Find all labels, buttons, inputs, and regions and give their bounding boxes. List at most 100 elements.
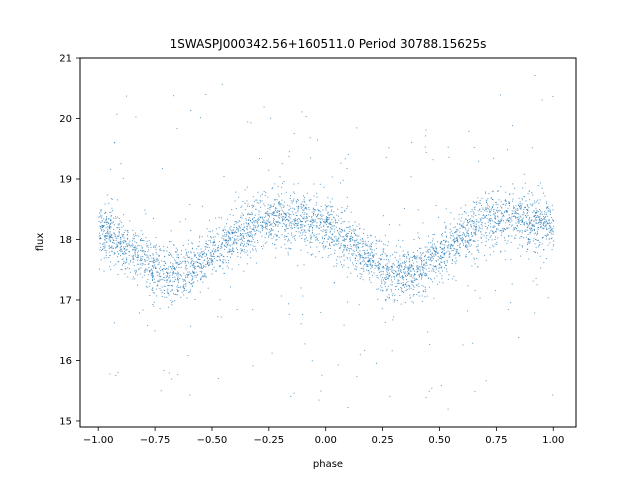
scatter-point [183,290,185,292]
scatter-point [179,260,181,262]
scatter-point [204,273,206,275]
scatter-point [253,220,255,222]
scatter-point [367,241,369,243]
scatter-point [128,263,130,265]
scatter-point [174,268,175,270]
scatter-point [484,223,486,225]
scatter-point [154,259,156,261]
scatter-point [433,255,435,257]
scatter-point [254,241,256,243]
scatter-point [539,241,541,243]
scatter-point [496,241,498,243]
scatter-point [98,216,100,218]
scatter-point [126,230,128,232]
scatter-point [144,269,145,271]
scatter-point [258,214,260,216]
scatter-point [518,337,520,338]
scatter-point [330,209,332,211]
scatter-point [276,211,278,213]
scatter-point [376,265,378,266]
scatter-point [433,234,435,235]
scatter-point [521,221,523,223]
scatter-point [440,243,442,245]
scatter-point [480,210,482,212]
scatter-point [115,237,117,239]
scatter-point [125,240,127,242]
scatter-point [275,209,277,211]
scatter-point [487,198,489,200]
scatter-point [332,233,334,235]
scatter-point [132,278,134,280]
scatter-point [206,254,207,256]
scatter-point [141,246,143,248]
scatter-point [552,230,554,232]
scatter-point [548,211,550,212]
scatter-point [176,273,178,274]
scatter-point [410,264,412,266]
scatter-point [193,261,195,263]
scatter-point [441,256,443,258]
scatter-point [324,237,326,239]
scatter-point [182,285,184,287]
scatter-point [232,229,234,231]
scatter-point [335,265,337,267]
scatter-point [315,225,317,227]
scatter-point [311,229,313,231]
scatter-point [227,240,229,242]
scatter-point [232,242,234,244]
scatter-point [281,220,283,222]
scatter-point [434,246,436,248]
scatter-point [234,231,236,233]
scatter-point [335,243,337,245]
scatter-point [544,226,546,228]
scatter-point [113,322,115,324]
scatter-point [368,258,370,260]
scatter-point [257,224,259,226]
scatter-point [521,245,523,247]
scatter-point [124,229,126,231]
scatter-point [409,285,411,287]
scatter-point [493,209,495,210]
scatter-point [227,251,229,253]
scatter-point [376,266,378,268]
scatter-point [110,235,112,237]
scatter-point [423,264,424,266]
scatter-point [316,234,318,235]
scatter-point [490,197,492,199]
scatter-point [146,245,148,247]
scatter-point [155,236,157,238]
scatter-point [277,210,279,212]
scatter-point [238,196,240,198]
scatter-point [522,220,524,222]
scatter-point [516,217,518,219]
scatter-point [294,221,296,223]
scatter-point [265,225,267,227]
scatter-point [342,221,344,223]
scatter-point [454,248,456,250]
scatter-point [222,243,224,245]
scatter-point [456,251,458,253]
scatter-point [198,262,200,264]
scatter-point [235,239,237,241]
scatter-point [350,235,352,237]
scatter-point [288,220,290,222]
scatter-point [255,248,256,250]
scatter-point [379,268,381,269]
scatter-point [419,238,420,240]
scatter-point [476,258,478,259]
scatter-point [273,212,274,214]
scatter-point [288,151,290,153]
scatter-point [244,202,246,204]
scatter-point [160,390,162,392]
scatter-point [378,269,380,271]
scatter-point [140,258,142,260]
scatter-point [369,254,371,256]
scatter-point [311,216,313,218]
scatter-point [266,225,268,227]
scatter-point [325,216,327,218]
scatter-point [268,218,269,220]
scatter-point [115,243,117,245]
scatter-point [506,210,508,212]
scatter-point [518,221,520,223]
scatter-point [228,232,230,233]
